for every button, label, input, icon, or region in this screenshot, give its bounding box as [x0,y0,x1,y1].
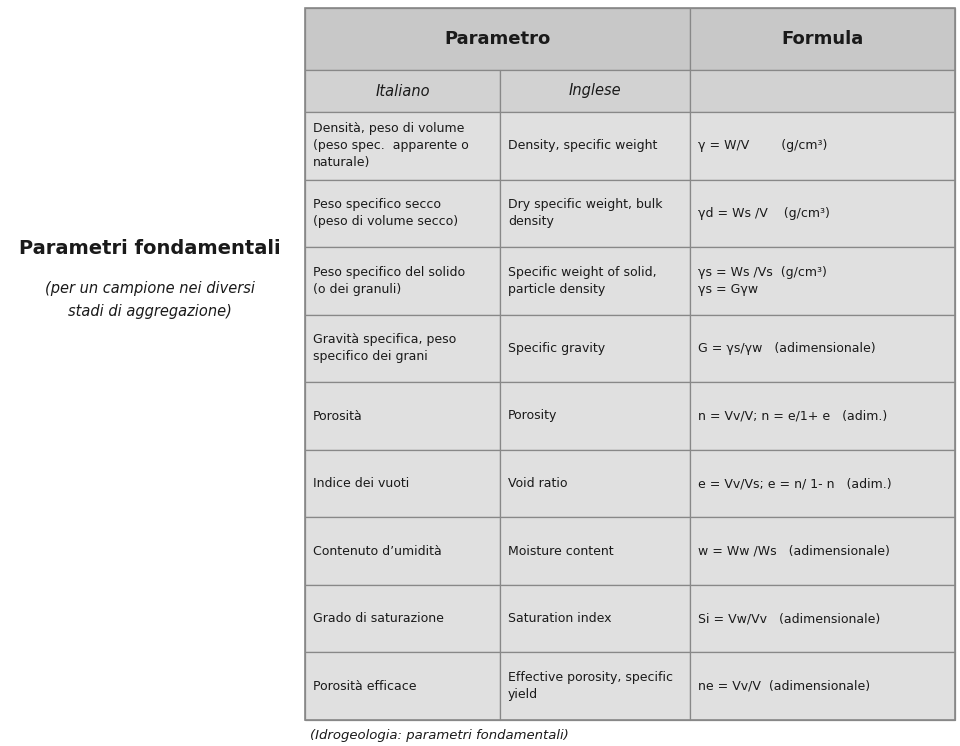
Bar [305,517,500,585]
Text: Formula: Formula [781,30,864,48]
Bar [690,70,955,112]
Text: e = Vv/Vs; e = n/ 1- n   (adim.): e = Vv/Vs; e = n/ 1- n (adim.) [698,477,892,490]
Text: Contenuto d’umidità: Contenuto d’umidità [313,545,442,557]
Bar [690,112,955,180]
Bar [690,180,955,247]
Text: Specific gravity: Specific gravity [508,342,605,355]
Text: Italiano: Italiano [375,84,430,98]
Bar [305,450,500,517]
Bar [305,180,500,247]
Bar [305,70,500,112]
Text: γ = W/V        (g/cm³): γ = W/V (g/cm³) [698,140,828,152]
Bar [500,112,690,180]
Bar [690,450,955,517]
Text: Porosity: Porosity [508,410,558,422]
Bar [305,112,500,180]
Bar [500,70,690,112]
Text: Parametro: Parametro [444,30,551,48]
Bar [305,585,500,653]
Bar [690,517,955,585]
Bar [305,8,955,720]
Bar [500,450,690,517]
Bar [305,653,500,720]
Text: Parametri fondamentali: Parametri fondamentali [19,239,281,257]
Text: Densità, peso di volume
(peso spec.  apparente o
naturale): Densità, peso di volume (peso spec. appa… [313,122,468,169]
Text: Density, specific weight: Density, specific weight [508,140,658,152]
Text: γd = Ws /V    (g/cm³): γd = Ws /V (g/cm³) [698,207,829,220]
Text: Porosità: Porosità [313,410,363,422]
Text: G = γs/γw   (adimensionale): G = γs/γw (adimensionale) [698,342,876,355]
Text: Si = Vw/Vv   (adimensionale): Si = Vw/Vv (adimensionale) [698,612,880,625]
Text: Inglese: Inglese [568,84,621,98]
Bar [305,382,500,450]
Bar [500,247,690,315]
Bar [305,247,500,315]
Bar [690,585,955,653]
Text: w = Ww /Ws   (adimensionale): w = Ww /Ws (adimensionale) [698,545,890,557]
Text: Void ratio: Void ratio [508,477,567,490]
Text: (per un campione nei diversi
stadi di aggregazione): (per un campione nei diversi stadi di ag… [45,281,255,319]
Bar [690,382,955,450]
Text: Dry specific weight, bulk
density: Dry specific weight, bulk density [508,198,662,228]
Text: n = Vv/V; n = e/1+ e   (adim.): n = Vv/V; n = e/1+ e (adim.) [698,410,887,422]
Text: γs = Ws /Vs  (g/cm³)
γs = Gγw: γs = Ws /Vs (g/cm³) γs = Gγw [698,266,827,296]
Bar [500,653,690,720]
Text: (Idrogeologia: parametri fondamentali): (Idrogeologia: parametri fondamentali) [310,730,568,742]
Text: Peso specifico del solido
(o dei granuli): Peso specifico del solido (o dei granuli… [313,266,466,296]
Bar [690,8,955,70]
Text: Saturation index: Saturation index [508,612,612,625]
Bar [305,8,690,70]
Bar [690,247,955,315]
Bar [500,315,690,382]
Bar [500,382,690,450]
Text: Effective porosity, specific
yield: Effective porosity, specific yield [508,671,673,701]
Bar [500,517,690,585]
Bar [690,653,955,720]
Bar [500,180,690,247]
Text: Indice dei vuoti: Indice dei vuoti [313,477,409,490]
Text: Moisture content: Moisture content [508,545,613,557]
Text: Grado di saturazione: Grado di saturazione [313,612,444,625]
Bar [305,315,500,382]
Text: Gravità specifica, peso
specifico dei grani: Gravità specifica, peso specifico dei gr… [313,333,456,363]
Bar [500,585,690,653]
Text: Peso specifico secco
(peso di volume secco): Peso specifico secco (peso di volume sec… [313,198,458,228]
Text: Porosità efficace: Porosità efficace [313,680,417,693]
Bar [690,315,955,382]
Text: ne = Vv/V  (adimensionale): ne = Vv/V (adimensionale) [698,680,870,693]
Text: Specific weight of solid,
particle density: Specific weight of solid, particle densi… [508,266,657,296]
